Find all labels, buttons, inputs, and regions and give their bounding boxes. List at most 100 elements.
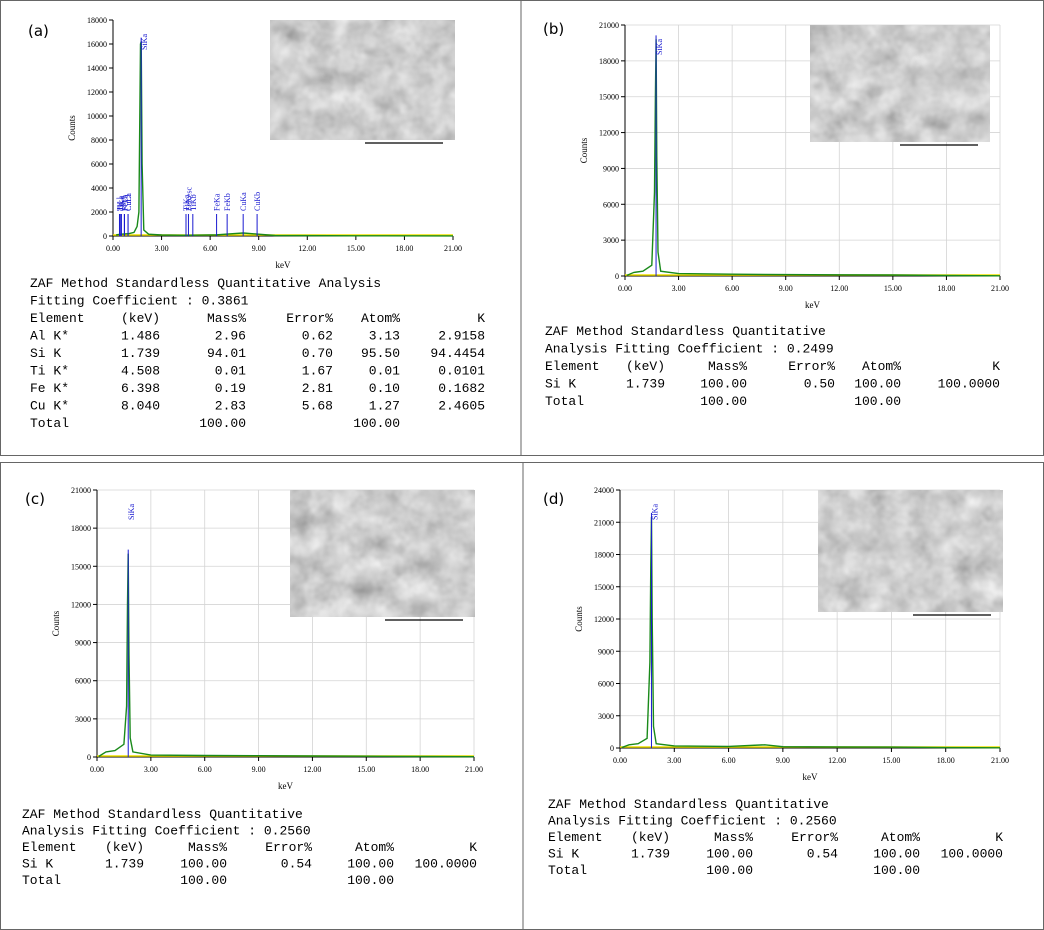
panel-label: (a) (28, 22, 49, 40)
y-tick-label: 9000 (598, 647, 614, 656)
table-cell: Si K (548, 847, 579, 862)
table-title: ZAF Method Standardless Quantitative (548, 797, 829, 812)
table-cell: 4.508 (121, 364, 160, 379)
x-tick-label: 18.00 (937, 756, 955, 765)
table-header: Mass% (714, 830, 753, 845)
table-header: Element (545, 359, 600, 374)
table-header: (keV) (626, 359, 665, 374)
spectrum (116, 41, 454, 237)
panel-label: (b) (543, 20, 564, 38)
y-tick-label: 15000 (599, 93, 619, 102)
table-cell: Total (548, 863, 587, 878)
peak-label: TiKa (182, 194, 191, 211)
y-tick-label: 16000 (87, 40, 107, 49)
spectrum (626, 39, 1001, 277)
y-tick-label: 0 (87, 753, 91, 762)
x-tick-label: 6.00 (198, 765, 212, 774)
table-cell: 2.4605 (438, 399, 485, 414)
table-cell: Si K (30, 346, 61, 361)
table-cell: 100.00 (700, 377, 747, 392)
x-axis-label: keV (805, 300, 820, 310)
x-tick-label: 12.00 (303, 765, 321, 774)
spectrum (98, 553, 475, 758)
table-cell: 1.27 (369, 399, 400, 414)
table-cell: Ti K* (30, 364, 69, 379)
panel-label: (c) (25, 490, 45, 508)
y-tick-label: 4000 (91, 184, 107, 193)
table-cell: 1.739 (105, 857, 144, 872)
table-cell: 6.398 (121, 381, 160, 396)
y-axis-label: Counts (579, 137, 589, 163)
y-tick-label: 2000 (91, 208, 107, 217)
table-cell: 100.00 (706, 863, 753, 878)
table-cell: 1.739 (121, 346, 160, 361)
y-axis-label: Counts (51, 610, 61, 636)
peak-label: TiLa (116, 195, 125, 211)
x-tick-label: 0.00 (613, 756, 627, 765)
x-tick-label: 12.00 (298, 244, 316, 253)
table-cell: 1.739 (626, 377, 665, 392)
y-tick-label: 12000 (71, 600, 91, 609)
sem-image (818, 490, 1003, 612)
y-tick-label: 24000 (594, 486, 614, 495)
peak-label: FeKa (213, 193, 222, 211)
x-tick-label: 18.00 (395, 244, 413, 253)
peak-label: OKa (117, 195, 126, 211)
peak-label: TiLl (115, 196, 124, 211)
table-cell: Total (545, 394, 584, 409)
table-title: Analysis Fitting Coefficient : 0.2560 (22, 824, 311, 839)
spectrum (621, 516, 1001, 749)
x-tick-label: 3.00 (667, 756, 681, 765)
table-header: Atom% (355, 840, 394, 855)
x-tick-label: 6.00 (725, 284, 739, 293)
y-tick-label: 18000 (87, 16, 107, 25)
table-cell: 0.70 (302, 346, 333, 361)
y-tick-label: 0 (610, 744, 614, 753)
y-tick-label: 15000 (71, 562, 91, 571)
y-tick-label: 8000 (91, 136, 107, 145)
table-header: Error% (286, 311, 333, 326)
table-cell: 0.01 (215, 364, 246, 379)
table-header: Element (30, 311, 85, 326)
table-cell: 0.10 (369, 381, 400, 396)
y-tick-label: 12000 (594, 615, 614, 624)
table-cell: 100.0000 (941, 847, 1003, 862)
table-cell: 0.62 (302, 329, 333, 344)
x-tick-label: 15.00 (357, 765, 375, 774)
table-cell: Si K (545, 377, 576, 392)
table-cell: 100.00 (854, 377, 901, 392)
peak-label: CuLl (124, 194, 133, 211)
table-cell: 0.0101 (438, 364, 485, 379)
peak-label: FeLl (120, 195, 129, 211)
table-cell: 0.54 (807, 847, 838, 862)
y-tick-label: 12000 (87, 88, 107, 97)
peak-label: CuLa (124, 193, 133, 211)
peak-label: SiKa (127, 504, 136, 520)
table-cell: 100.00 (353, 416, 400, 431)
table-header: (keV) (105, 840, 144, 855)
table-header: K (992, 359, 1000, 374)
sem-image (270, 20, 455, 140)
x-tick-label: 21.00 (991, 284, 1009, 293)
x-tick-label: 0.00 (618, 284, 632, 293)
peak-label: SiKa (140, 34, 149, 50)
table-cell: Si K (22, 857, 53, 872)
y-tick-label: 10000 (87, 112, 107, 121)
table-cell: 94.01 (207, 346, 246, 361)
y-tick-label: 9000 (603, 164, 619, 173)
y-tick-label: 15000 (594, 583, 614, 592)
y-tick-label: 18000 (599, 57, 619, 66)
table-cell: 2.83 (215, 399, 246, 414)
table-cell: 0.50 (804, 377, 835, 392)
x-axis-label: keV (803, 772, 818, 782)
table-header: Error% (265, 840, 312, 855)
table-cell: 95.50 (361, 346, 400, 361)
x-tick-label: 15.00 (882, 756, 900, 765)
peak-label: SiKa (655, 39, 664, 55)
x-tick-label: 6.00 (722, 756, 736, 765)
y-tick-label: 3000 (598, 712, 614, 721)
table-header: Atom% (881, 830, 920, 845)
table-cell: Cu K* (30, 399, 69, 414)
table-title: Analysis Fitting Coefficient : 0.2560 (548, 814, 837, 829)
table-cell: 100.0000 (415, 857, 477, 872)
